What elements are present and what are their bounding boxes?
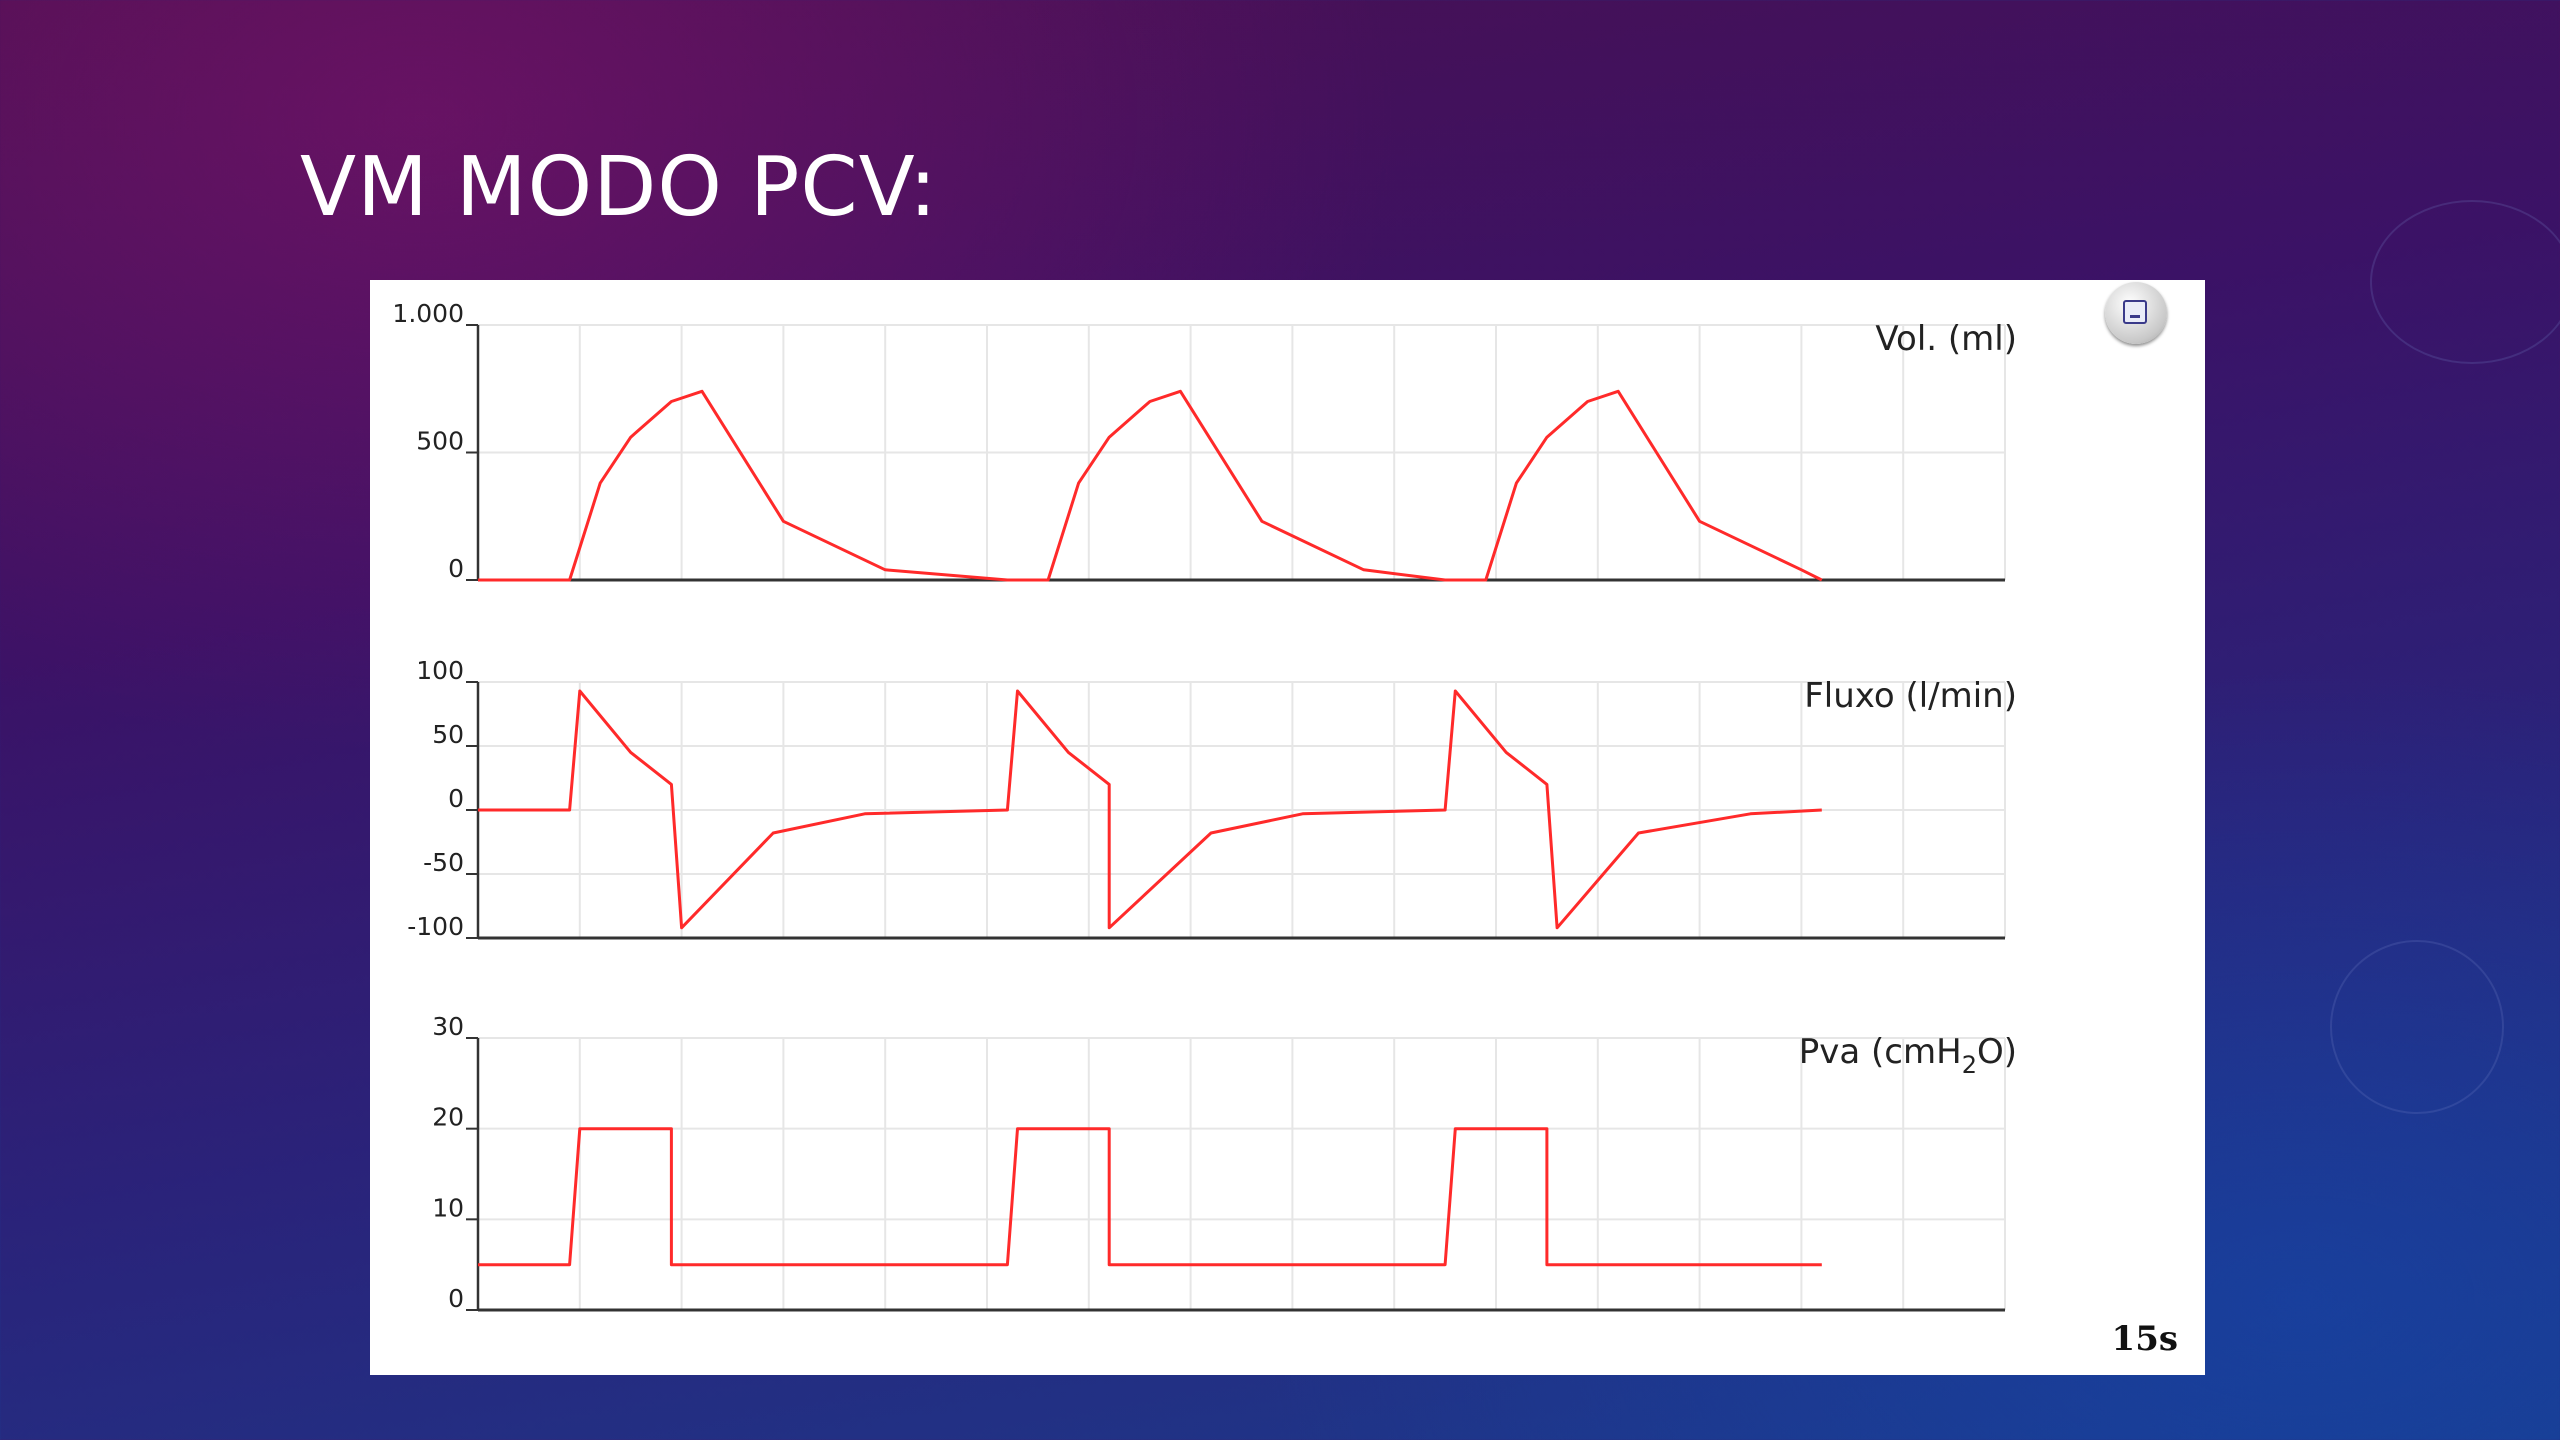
ventilator-chart-panel: 1.000 500 0 Vol. (ml) 100 50 0 -50 -100 Fluxo (l/… <box>370 280 2205 1375</box>
series-label: Pva (cmH2O) <box>1799 1032 2017 1079</box>
y-tick-label: 0 <box>448 784 464 813</box>
series-label-suffix: O) <box>1977 1032 2017 1072</box>
chart-row-3: 30 20 10 0 Pva (cmH2O) <box>432 1012 2017 1313</box>
series-trace <box>478 689 1822 930</box>
series-trace <box>478 389 1823 582</box>
y-tick-label: 500 <box>416 427 464 456</box>
y-tick-label: -50 <box>423 848 464 877</box>
series-trace <box>478 1127 1822 1267</box>
chart-row-1: 1.000 500 0 Vol. (ml) <box>392 299 2017 583</box>
decorative-circle <box>2330 940 2504 1114</box>
chart-row-2: 100 50 0 -50 -100 Fluxo (l/min) <box>407 656 2017 941</box>
y-tick-label: 30 <box>432 1012 464 1041</box>
y-tick-label: -100 <box>407 912 464 941</box>
series-label: Fluxo (l/min) <box>1804 676 2017 716</box>
y-tick-label: 100 <box>416 656 464 685</box>
duration-label: 15s <box>2112 1319 2178 1359</box>
y-tick-label: 0 <box>448 1284 464 1313</box>
slide-title: VM MODO PCV: <box>300 140 938 235</box>
y-tick-label: 0 <box>448 554 464 583</box>
y-tick-label: 20 <box>432 1103 464 1132</box>
series-label-subscript: 2 <box>1962 1051 1977 1079</box>
y-tick-label: 1.000 <box>392 299 464 328</box>
y-tick-label: 50 <box>432 720 464 749</box>
minimize-icon[interactable] <box>2105 282 2167 344</box>
decorative-circle <box>2370 200 2560 364</box>
series-label: Vol. (ml) <box>1875 319 2017 359</box>
y-tick-label: 10 <box>432 1193 464 1222</box>
